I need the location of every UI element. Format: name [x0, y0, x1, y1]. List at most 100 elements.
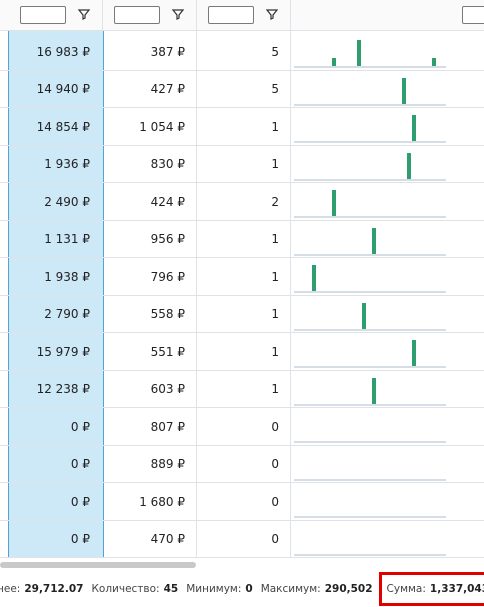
row-line [0, 219, 484, 221]
status-value: 45 [163, 583, 179, 595]
sparkline-bar [432, 58, 436, 66]
scrollbar[interactable] [0, 562, 196, 568]
sparkline-bar [357, 40, 361, 66]
row-line [0, 557, 484, 558]
cell: 0 ₽ [70, 494, 90, 509]
cell: 427 ₽ [150, 82, 185, 96]
status-item: Сумма: 1,337,043 [378, 572, 484, 606]
cell: 5 [271, 44, 279, 59]
sparkline-base [294, 178, 446, 181]
cell: 1 680 ₽ [139, 494, 185, 509]
cell: 0 [271, 532, 279, 546]
cell: 14 854 ₽ [36, 119, 90, 134]
sparkline-base [294, 216, 446, 218]
cell: 0 ₽ [70, 457, 90, 471]
cell: 0 [271, 419, 279, 434]
status-item: нее: 29,712.07 [0, 575, 83, 603]
row-line [0, 294, 484, 296]
cell: 1 [271, 119, 279, 134]
cell: 2 [271, 194, 279, 209]
cell: 796 ₽ [150, 269, 185, 284]
sparkline-bar [312, 265, 316, 291]
sparkline-bar [332, 58, 336, 66]
status-label: Минимум: [186, 583, 242, 595]
cell: 2 790 ₽ [44, 307, 90, 321]
filter-button[interactable] [78, 8, 90, 20]
status-label: Максимум: [260, 583, 321, 595]
cell: 16 983 ₽ [36, 44, 90, 59]
cell: 1 131 ₽ [44, 232, 90, 246]
cell: 830 ₽ [150, 157, 185, 171]
status-bar: нее: 29,712.07 Количество: 45 Минимум: 0 Макси… [0, 572, 484, 606]
cell: 470 ₽ [150, 532, 185, 546]
cell: 387 ₽ [150, 44, 185, 59]
cell: 424 ₽ [150, 194, 185, 209]
status-value: 1,337,043 [429, 583, 484, 595]
row-line [0, 332, 484, 333]
cell: 551 ₽ [150, 344, 185, 359]
cell: 1 936 ₽ [44, 157, 90, 171]
cell: 2 490 ₽ [44, 194, 90, 209]
sparkline-base [294, 291, 446, 293]
cell: 5 [271, 82, 279, 96]
row-line [0, 107, 484, 108]
sparkline-bar [412, 115, 416, 141]
filter-button[interactable] [266, 8, 278, 20]
status-label: нее: [0, 583, 21, 595]
sparkline-base [294, 66, 446, 68]
cell: 1 [271, 307, 279, 321]
sparkline-base [294, 478, 446, 481]
sparkline-bar [407, 152, 411, 179]
status-item: Максимум: 290,502 [261, 575, 373, 603]
cell: 0 ₽ [70, 532, 90, 546]
sparkline-bar [412, 340, 416, 366]
filter-input[interactable] [208, 6, 254, 24]
cell: 956 ₽ [150, 232, 185, 246]
sparkline-base [294, 253, 446, 256]
status-value: 0 [245, 583, 253, 595]
cell: 1 938 ₽ [44, 269, 90, 284]
row-line [0, 369, 484, 371]
row-line [0, 182, 484, 183]
sparkline-bar [372, 377, 376, 404]
cell: 1 [271, 382, 279, 396]
cell: 1 [271, 232, 279, 246]
sparkline-base [294, 328, 446, 331]
cell: 14 940 ₽ [36, 82, 90, 96]
cell: 603 ₽ [150, 382, 185, 396]
status-label: Сумма: [386, 583, 426, 595]
status-item: Минимум: 0 [186, 575, 252, 603]
filter-input[interactable] [462, 6, 484, 24]
cell: 0 [271, 494, 279, 509]
cell: 807 ₽ [150, 419, 185, 434]
cell: 1 [271, 269, 279, 284]
cell: 889 ₽ [150, 457, 185, 471]
row-line [0, 69, 484, 71]
sparkline-bar [402, 77, 406, 104]
cell: 1 [271, 344, 279, 359]
sparkline-bar [332, 190, 336, 216]
filter-input[interactable] [114, 6, 160, 24]
row-line [0, 519, 484, 521]
sparkline-base [294, 441, 446, 443]
status-value: 29,712.07 [24, 583, 84, 595]
row-line [0, 257, 484, 258]
cell: 0 ₽ [70, 419, 90, 434]
sparkline-base [294, 403, 446, 406]
cell: 0 [271, 457, 279, 471]
status-value: 290,502 [324, 583, 373, 595]
row-line [0, 482, 484, 483]
row-line [0, 144, 484, 146]
cell: 15 979 ₽ [36, 344, 90, 359]
cell: 1 [271, 157, 279, 171]
filter-input[interactable] [20, 6, 66, 24]
sparkline-base [294, 366, 446, 368]
filter-button[interactable] [172, 8, 184, 20]
cell: 558 ₽ [150, 307, 185, 321]
sparkline-bar [372, 227, 376, 254]
sparkline-base [294, 553, 446, 556]
status-label: Количество: [91, 583, 160, 595]
cell: 12 238 ₽ [36, 382, 90, 396]
cell: 1 054 ₽ [139, 119, 185, 134]
